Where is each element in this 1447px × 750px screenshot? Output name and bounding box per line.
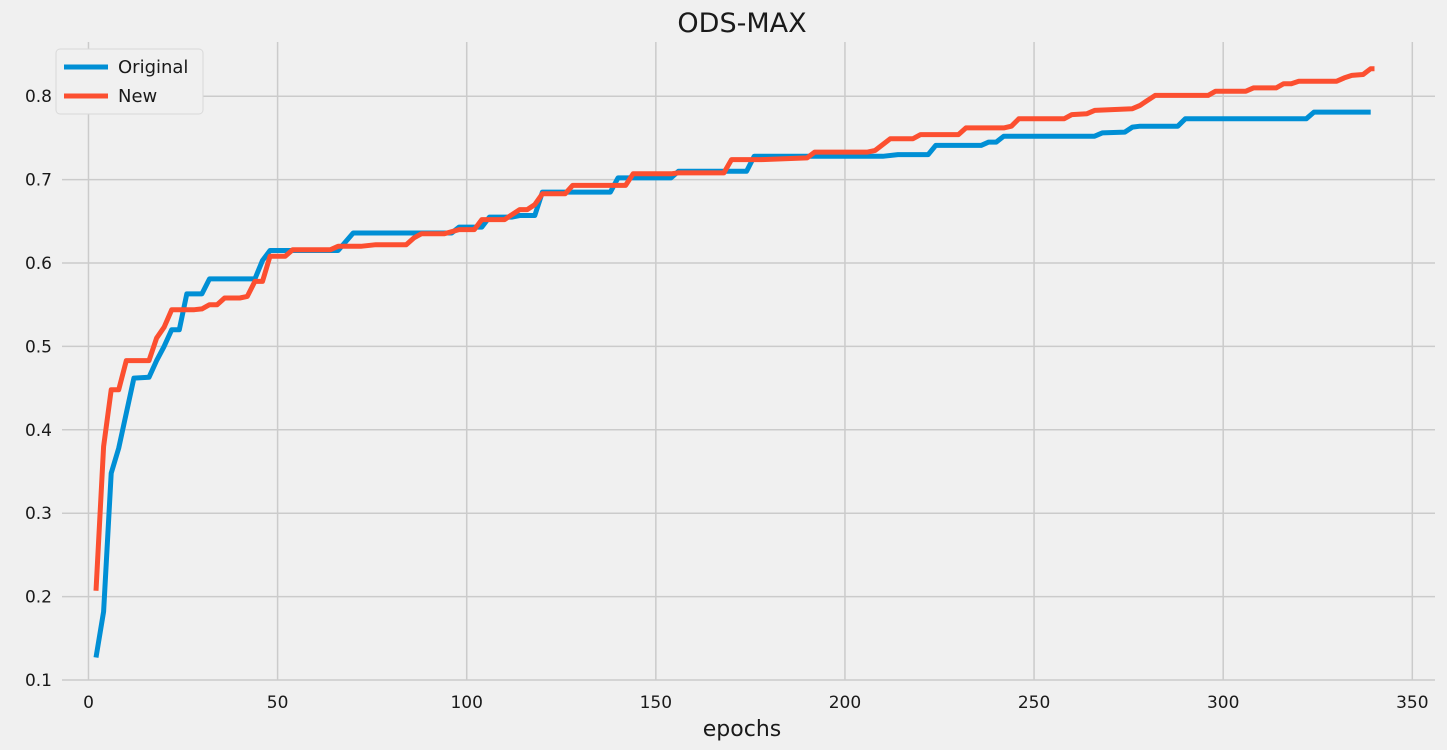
series-line-new <box>93 66 1375 591</box>
x-tick-label: 150 <box>640 693 672 713</box>
x-tick-label: 0 <box>83 693 94 713</box>
chart-title: ODS-MAX <box>677 8 806 39</box>
x-tick-label: 100 <box>450 693 482 713</box>
x-tick-label: 250 <box>1018 693 1050 713</box>
x-axis-label: epochs <box>703 717 781 742</box>
y-tick-label: 0.3 <box>25 504 52 524</box>
x-tick-label: 350 <box>1396 693 1428 713</box>
y-tick-label: 0.8 <box>25 87 52 107</box>
legend: Original New <box>55 48 204 115</box>
y-tick-label: 0.4 <box>25 421 52 441</box>
series-line-original <box>93 109 1371 658</box>
y-tick-label: 0.2 <box>25 588 52 608</box>
x-tick-label: 200 <box>829 693 861 713</box>
plot-area <box>62 42 1435 680</box>
series-lines <box>93 66 1375 658</box>
x-tick-label: 50 <box>267 693 289 713</box>
y-tick-label: 0.5 <box>25 337 52 357</box>
y-tick-label: 0.1 <box>25 671 52 691</box>
grid <box>62 42 1435 681</box>
axis-ticks: 0 50 100 150 200 250 300 350 0.1 0.2 0.3 0.4 0.5 0.6 0… <box>25 87 1429 713</box>
legend-label: Original <box>118 57 188 78</box>
legend-label: New <box>118 86 157 107</box>
y-tick-label: 0.6 <box>25 254 52 274</box>
x-tick-label: 300 <box>1207 693 1239 713</box>
y-tick-label: 0.7 <box>25 171 52 191</box>
